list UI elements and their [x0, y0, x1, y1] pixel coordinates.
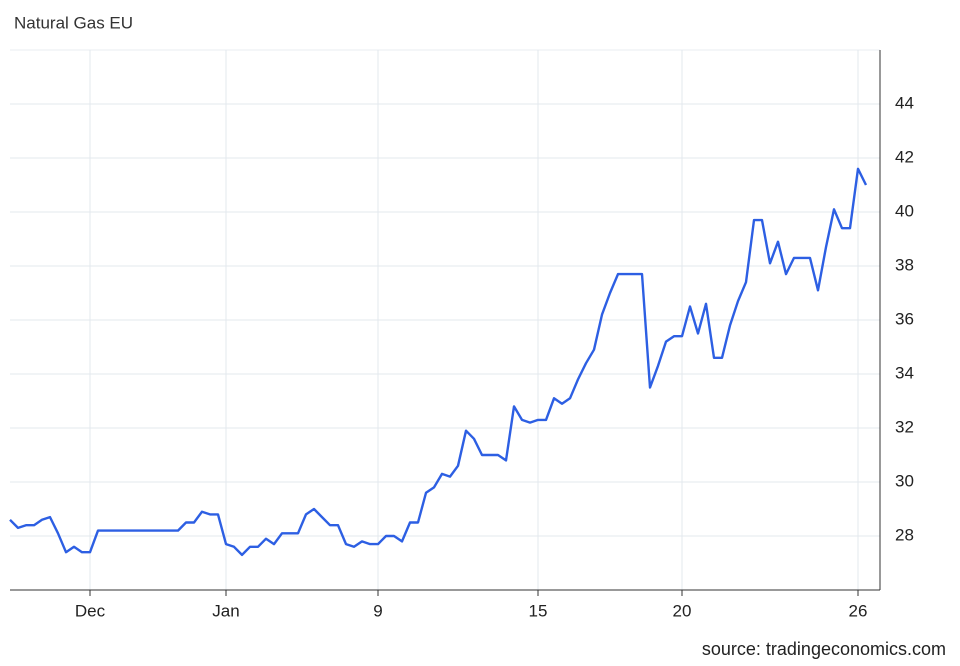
x-tick-label: 15: [529, 601, 548, 620]
price-line: [9, 167, 868, 557]
y-tick-label: 30: [895, 471, 914, 490]
y-tick-label: 42: [895, 147, 914, 166]
y-tick-label: 44: [895, 93, 914, 112]
y-tick-label: 38: [895, 255, 914, 274]
y-tick-label: 40: [895, 201, 914, 220]
source-note: source: tradingeconomics.com: [702, 639, 946, 659]
y-tick-label: 28: [895, 525, 914, 544]
x-tick-label: 26: [849, 601, 868, 620]
x-tick-label: 9: [373, 601, 382, 620]
y-tick-label: 32: [895, 417, 914, 436]
y-tick-label: 36: [895, 309, 914, 328]
y-tick-label: 34: [895, 363, 914, 382]
chart-title: Natural Gas EU: [14, 13, 133, 32]
x-tick-label: Dec: [75, 601, 106, 620]
x-tick-label: Jan: [212, 601, 239, 620]
x-tick-label: 20: [673, 601, 692, 620]
